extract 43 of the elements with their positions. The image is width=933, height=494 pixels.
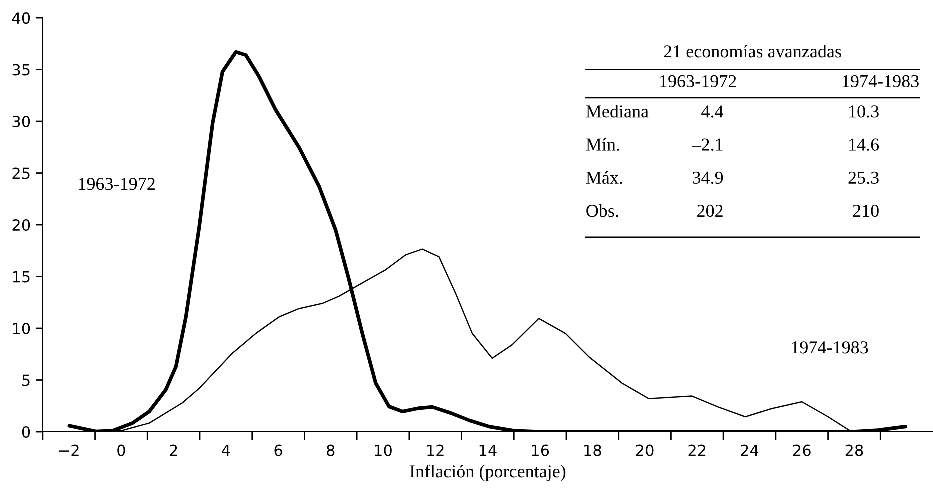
x-tick-label: 24 (741, 444, 759, 456)
y-tick-label: 25 (12, 168, 30, 180)
x-tick-label: 20 (636, 444, 654, 456)
annotation: 21 economías avanzadas (664, 45, 842, 58)
x-tick-label: 0 (118, 444, 126, 456)
annotation: Mín. (586, 138, 620, 151)
annotation: 34.9 (693, 172, 724, 184)
x-tick-label: 8 (327, 444, 335, 456)
annotation: 210 (853, 204, 879, 218)
y-tick-label: 35 (12, 64, 30, 76)
y-tick-label: 40 (12, 12, 30, 24)
x-tick-label: 16 (532, 444, 550, 456)
annotation: 10.3 (850, 106, 879, 118)
annotation: 25.3 (848, 172, 879, 184)
annotation: Obs. (586, 204, 618, 218)
x-tick-label: 6 (274, 444, 282, 456)
annotation: 4.4 (702, 106, 724, 118)
x-axis-title: Inflación (porcentaje) (410, 464, 566, 482)
y-tick-label: 15 (13, 271, 30, 283)
x-tick-label: 14 (480, 444, 497, 456)
x-tick-label: 18 (584, 444, 602, 456)
x-tick-label: 2 (170, 444, 178, 456)
x-tick-label: 28 (846, 444, 864, 456)
x-tick-label: 22 (688, 444, 706, 456)
text: 1974-1983 (792, 342, 868, 354)
x-tick-label: 10 (375, 444, 392, 456)
x-tick-label: 4 (222, 444, 230, 456)
x-tick-label: 12 (428, 444, 444, 456)
annotation: 1963-1972 (660, 75, 736, 88)
annotation: 14.6 (850, 138, 880, 151)
annotation: 202 (698, 204, 723, 218)
x-tick-label: 26 (794, 444, 811, 456)
y-tick-label: 5 (22, 374, 30, 386)
y-tick-label: 30 (12, 116, 30, 128)
annotation: Máx. (586, 171, 622, 184)
y-tick-label: 0 (22, 426, 30, 438)
y-tick-label: 10 (13, 322, 30, 335)
x-tick-label: −2 (59, 444, 79, 456)
y-tick-label: 20 (12, 219, 30, 232)
annotation: 1974-1983 (843, 75, 919, 88)
annotation: –2.1 (692, 138, 723, 151)
text: 1963-1972 (79, 178, 155, 190)
annotation: Mediana (586, 105, 649, 118)
